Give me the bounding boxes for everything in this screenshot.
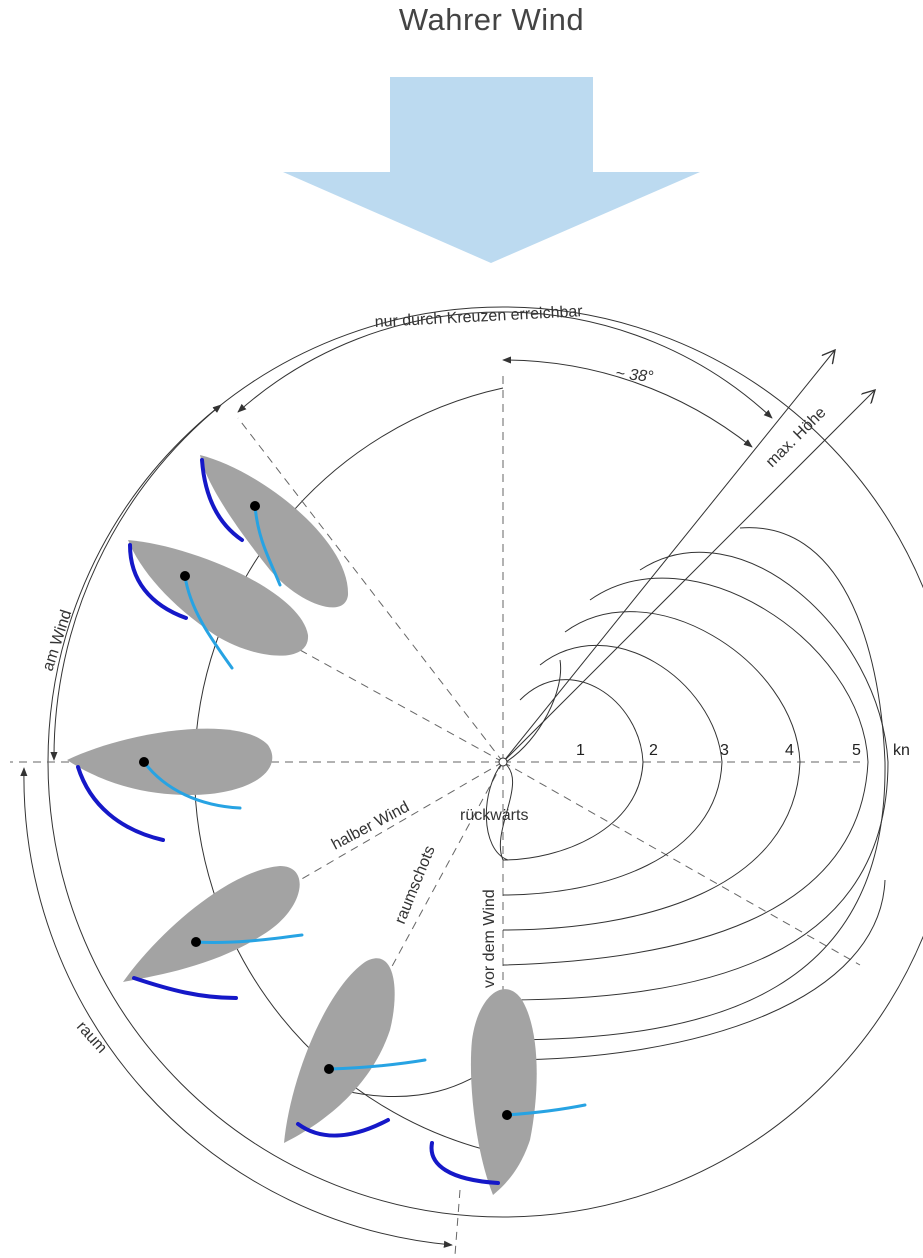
reach-arc [20, 767, 453, 1248]
unit-label: kn [893, 742, 910, 759]
boat-running [429, 989, 587, 1195]
boat-beam-reach [67, 728, 273, 842]
boat-broad-reach-lower [284, 958, 427, 1143]
backwards-label: rückwärts [460, 807, 528, 824]
angle-arc [502, 356, 753, 448]
center-point [498, 757, 508, 767]
wind-arrow [283, 77, 700, 263]
speed-label-5: 5 [852, 742, 861, 759]
speed-label-4: 4 [785, 742, 794, 759]
course-lines [10, 370, 861, 1256]
diagram-title: Wahrer Wind [398, 2, 585, 37]
no-go-zone-arc [237, 311, 773, 419]
close-hauled-label: am Wind [40, 608, 76, 673]
speed-label-2: 2 [649, 742, 658, 759]
reach-label: raum [73, 1018, 110, 1056]
broad-reach-label: raumschots [392, 843, 439, 926]
boat-close-hauled-upper [200, 455, 349, 608]
close-hauled-arc [50, 404, 222, 761]
speed-label-1: 1 [576, 742, 585, 759]
angle-label: ~ 38° [615, 365, 655, 386]
boat-broad-reach [123, 866, 304, 1000]
running-label: vor dem Wind [481, 889, 498, 988]
boat-close-hauled [128, 540, 309, 670]
speed-label-3: 3 [720, 742, 729, 759]
beam-reach-label: halber Wind [329, 798, 412, 853]
polar-curves [339, 527, 889, 1098]
